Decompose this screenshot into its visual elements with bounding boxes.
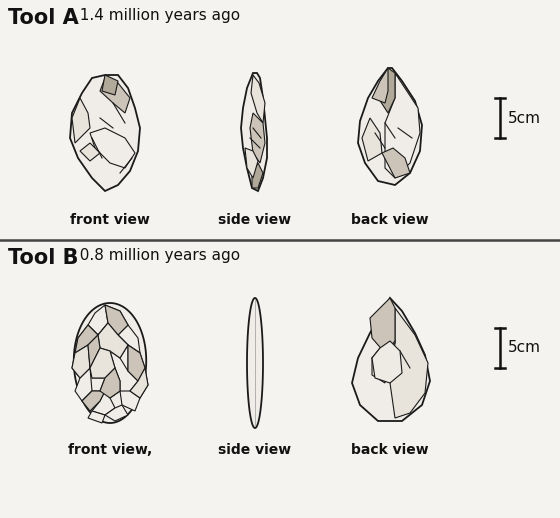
Polygon shape xyxy=(250,113,265,163)
Polygon shape xyxy=(352,298,430,421)
Polygon shape xyxy=(372,68,388,103)
Polygon shape xyxy=(105,405,128,421)
Polygon shape xyxy=(88,411,105,423)
Text: front view: front view xyxy=(70,213,150,227)
Polygon shape xyxy=(100,368,120,398)
Polygon shape xyxy=(358,68,422,185)
Polygon shape xyxy=(75,368,92,401)
Text: Tool B: Tool B xyxy=(8,248,78,268)
Polygon shape xyxy=(80,143,100,161)
Polygon shape xyxy=(98,323,128,358)
Polygon shape xyxy=(74,303,146,423)
Text: Tool A: Tool A xyxy=(8,8,79,28)
Polygon shape xyxy=(105,305,128,335)
Polygon shape xyxy=(372,348,385,383)
Polygon shape xyxy=(92,391,115,415)
Polygon shape xyxy=(375,68,395,113)
Text: front view,: front view, xyxy=(68,443,152,457)
Polygon shape xyxy=(90,128,135,168)
Polygon shape xyxy=(128,345,145,381)
Polygon shape xyxy=(252,163,263,188)
Polygon shape xyxy=(251,75,265,123)
Polygon shape xyxy=(102,75,118,95)
Polygon shape xyxy=(90,348,115,378)
Polygon shape xyxy=(120,345,128,371)
Polygon shape xyxy=(75,325,98,353)
Polygon shape xyxy=(105,305,128,335)
Polygon shape xyxy=(245,148,258,178)
Polygon shape xyxy=(90,348,115,378)
Text: 5cm: 5cm xyxy=(508,340,541,355)
Polygon shape xyxy=(98,323,128,358)
Text: 0.8 million years ago: 0.8 million years ago xyxy=(70,248,240,263)
Polygon shape xyxy=(72,345,90,378)
Polygon shape xyxy=(75,325,98,353)
Polygon shape xyxy=(88,335,100,368)
Polygon shape xyxy=(128,345,145,381)
Text: back view: back view xyxy=(351,213,429,227)
Polygon shape xyxy=(88,305,108,335)
Polygon shape xyxy=(370,298,395,353)
Text: side view: side view xyxy=(218,443,292,457)
Polygon shape xyxy=(130,368,148,398)
Polygon shape xyxy=(241,73,267,191)
Polygon shape xyxy=(247,298,263,428)
Polygon shape xyxy=(130,368,148,398)
Polygon shape xyxy=(118,325,140,353)
Polygon shape xyxy=(82,391,105,411)
Polygon shape xyxy=(72,345,90,378)
Text: 5cm: 5cm xyxy=(508,110,541,125)
Polygon shape xyxy=(385,73,420,178)
Polygon shape xyxy=(70,75,140,191)
Polygon shape xyxy=(362,118,382,161)
Polygon shape xyxy=(372,341,402,383)
Polygon shape xyxy=(88,335,100,368)
Text: back view: back view xyxy=(351,443,429,457)
Polygon shape xyxy=(72,98,90,143)
Polygon shape xyxy=(382,148,410,178)
Polygon shape xyxy=(100,78,130,113)
Polygon shape xyxy=(390,308,428,418)
Text: side view: side view xyxy=(218,213,292,227)
Polygon shape xyxy=(82,391,105,411)
Polygon shape xyxy=(100,368,120,398)
Polygon shape xyxy=(120,391,140,411)
Text: 1.4 million years ago: 1.4 million years ago xyxy=(70,8,240,23)
